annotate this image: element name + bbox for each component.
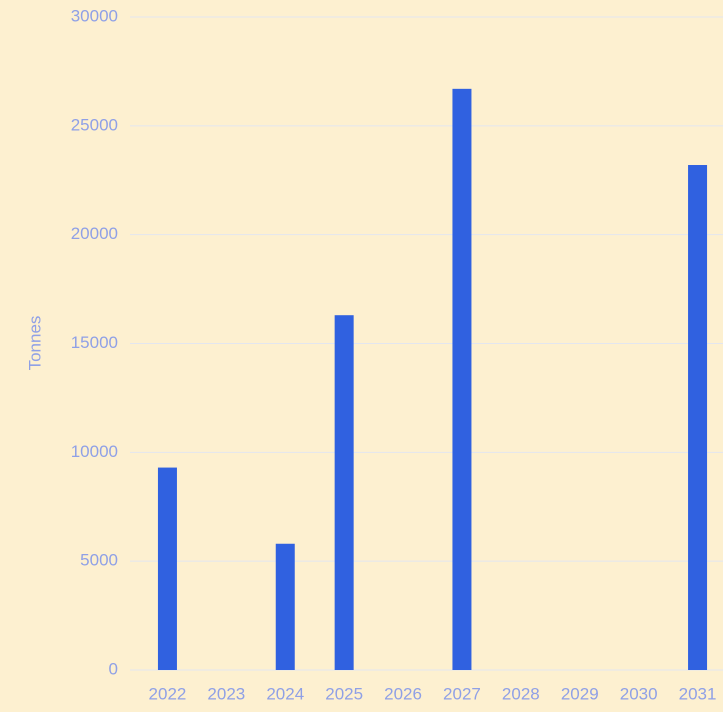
y-tick-label: 10000 <box>71 442 118 461</box>
x-tick-label: 2031 <box>679 684 717 703</box>
bar <box>688 165 708 670</box>
bar <box>452 88 472 670</box>
y-tick-label: 0 <box>109 659 118 678</box>
x-tick-label: 2030 <box>620 684 658 703</box>
x-tick-label: 2027 <box>443 684 481 703</box>
y-tick-label: 30000 <box>71 6 118 25</box>
x-tick-label: 2023 <box>207 684 245 703</box>
bar <box>157 467 177 670</box>
y-tick-label: 5000 <box>80 551 118 570</box>
bar <box>275 543 295 670</box>
y-tick-label: 20000 <box>71 224 118 243</box>
x-tick-label: 2025 <box>325 684 363 703</box>
y-tick-label: 15000 <box>71 333 118 352</box>
x-tick-label: 2024 <box>266 684 304 703</box>
y-axis-label: Tonnes <box>25 316 44 371</box>
x-tick-label: 2028 <box>502 684 540 703</box>
x-tick-label: 2029 <box>561 684 599 703</box>
x-tick-label: 2022 <box>149 684 187 703</box>
x-tick-label: 2026 <box>384 684 422 703</box>
bar <box>334 315 354 670</box>
y-tick-label: 25000 <box>71 115 118 134</box>
